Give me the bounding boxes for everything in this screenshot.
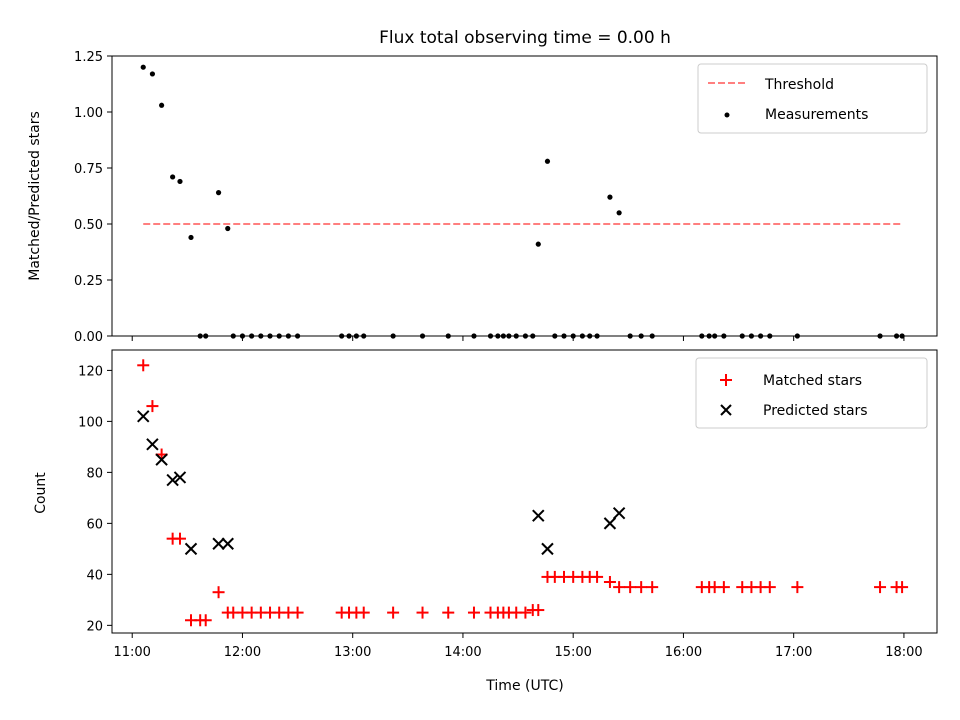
panel-ratio: 0.00 0.25 0.50 0.75 1.00 1.25 Matched/Predict…	[27, 50, 938, 345]
bottom-legend-box	[695, 357, 928, 429]
bottom-x-tick-label: 11:00	[113, 645, 150, 660]
matched-star-point	[357, 606, 370, 619]
legend-measurements-label: Measurements	[765, 107, 868, 123]
matched-star-point	[173, 532, 186, 545]
predicted-star-point	[155, 453, 168, 466]
legend-matched-label: Matched stars	[763, 373, 862, 389]
predicted-star-point	[532, 509, 545, 522]
predicted-star-point	[603, 517, 617, 530]
legend-measurements-swatch	[724, 112, 730, 118]
legend-predicted-label: Predicted stars	[763, 403, 868, 419]
bottom-x-tick-label: 14:00	[444, 645, 481, 660]
measurement-point	[177, 178, 183, 185]
legend-matched-swatch	[720, 374, 732, 386]
top-legend-box	[697, 63, 928, 134]
matched-star-point	[146, 400, 159, 413]
bottom-y-tick-label: 120	[78, 364, 103, 379]
panel-count: 20 40 60 80 100 120 11:00 12:00 13:00 14:00 15:00…	[33, 349, 938, 694]
predicted-star-point	[166, 473, 179, 487]
matched-star-point	[635, 581, 648, 594]
top-y-tick-label: 1.25	[74, 50, 103, 65]
bottom-x-tick-label: 15:00	[554, 645, 591, 660]
matched-star-point	[387, 606, 400, 619]
matched-star-point	[874, 581, 887, 594]
measurement-point	[225, 225, 231, 232]
matched-star-point	[763, 581, 776, 594]
predicted-star-point	[146, 438, 159, 451]
bottom-x-tick-label: 12:00	[224, 645, 261, 660]
matched-star-point	[199, 614, 212, 627]
predicted-star-point	[184, 542, 198, 556]
bottom-y-tick-label: 20	[86, 619, 103, 634]
predicted-star-point	[173, 471, 187, 484]
predicted-stars-layer	[137, 410, 626, 556]
bottom-x-axis-label: Time (UTC)	[485, 678, 563, 694]
matched-star-point	[646, 581, 659, 594]
top-y-ticks: 0.00 0.25 0.50 0.75 1.00 1.25	[74, 50, 112, 345]
bottom-legend: Matched stars Predicted stars	[695, 357, 928, 429]
top-y-tick-label: 0.75	[74, 162, 103, 177]
matched-star-point	[137, 359, 150, 372]
top-y-axis-label: Matched/Predicted stars	[27, 111, 43, 281]
matched-star-point	[717, 581, 730, 594]
matched-star-point	[416, 606, 429, 619]
bottom-y-ticks: 20 40 60 80 100 120	[78, 364, 112, 634]
bottom-y-tick-label: 80	[86, 466, 103, 481]
matched-star-point	[467, 606, 480, 619]
measurement-point	[616, 210, 622, 216]
bottom-x-tick-label: 17:00	[775, 645, 812, 660]
predicted-star-point	[137, 410, 150, 423]
measurement-point	[544, 158, 551, 164]
measurement-point	[170, 174, 176, 180]
measurement-point	[215, 190, 222, 196]
predicted-star-point	[612, 506, 626, 520]
measurement-point	[188, 234, 194, 241]
top-y-tick-label: 0.50	[74, 218, 103, 233]
chart-title: Flux total observing time = 0.00 h	[379, 28, 671, 48]
predicted-star-point	[221, 537, 234, 550]
top-y-tick-label: 0.00	[74, 330, 103, 345]
measurement-point	[159, 102, 165, 108]
legend-threshold-label: Threshold	[764, 77, 834, 93]
measurement-point	[535, 241, 541, 247]
bottom-x-tick-label: 16:00	[665, 645, 702, 660]
matched-star-point	[896, 581, 909, 594]
bottom-y-tick-label: 60	[86, 517, 103, 532]
matched-star-point	[212, 586, 225, 599]
bottom-axes-frame	[111, 349, 938, 634]
predicted-star-point	[212, 537, 225, 550]
matched-star-point	[603, 576, 616, 589]
top-legend: Threshold Measurements	[697, 63, 928, 134]
bottom-x-tick-label: 18:00	[885, 645, 922, 660]
top-y-tick-label: 0.25	[74, 274, 103, 289]
top-y-tick-label: 1.00	[74, 106, 103, 121]
bottom-x-ticks: 11:00 12:00 13:00 14:00 15:00 16:00 17:00 18:00	[113, 633, 923, 660]
legend-predicted-swatch	[720, 404, 732, 416]
bottom-y-tick-label: 40	[86, 568, 103, 583]
measurement-point	[149, 71, 156, 77]
matched-star-point	[791, 581, 804, 594]
top-axes-frame	[111, 55, 938, 337]
matched-star-point	[613, 581, 626, 594]
bottom-y-axis-label: Count	[33, 472, 49, 514]
measurement-point	[607, 194, 613, 200]
measurement-point	[140, 64, 146, 70]
bottom-y-tick-label: 100	[78, 415, 103, 430]
matched-star-point	[291, 606, 304, 619]
matched-star-point	[624, 581, 637, 594]
matched-star-point	[442, 606, 455, 619]
matched-star-point	[519, 606, 532, 619]
predicted-star-point	[541, 542, 554, 556]
matched-star-point	[532, 604, 545, 617]
matched-star-point	[591, 570, 604, 583]
bottom-x-tick-label: 13:00	[334, 645, 371, 660]
